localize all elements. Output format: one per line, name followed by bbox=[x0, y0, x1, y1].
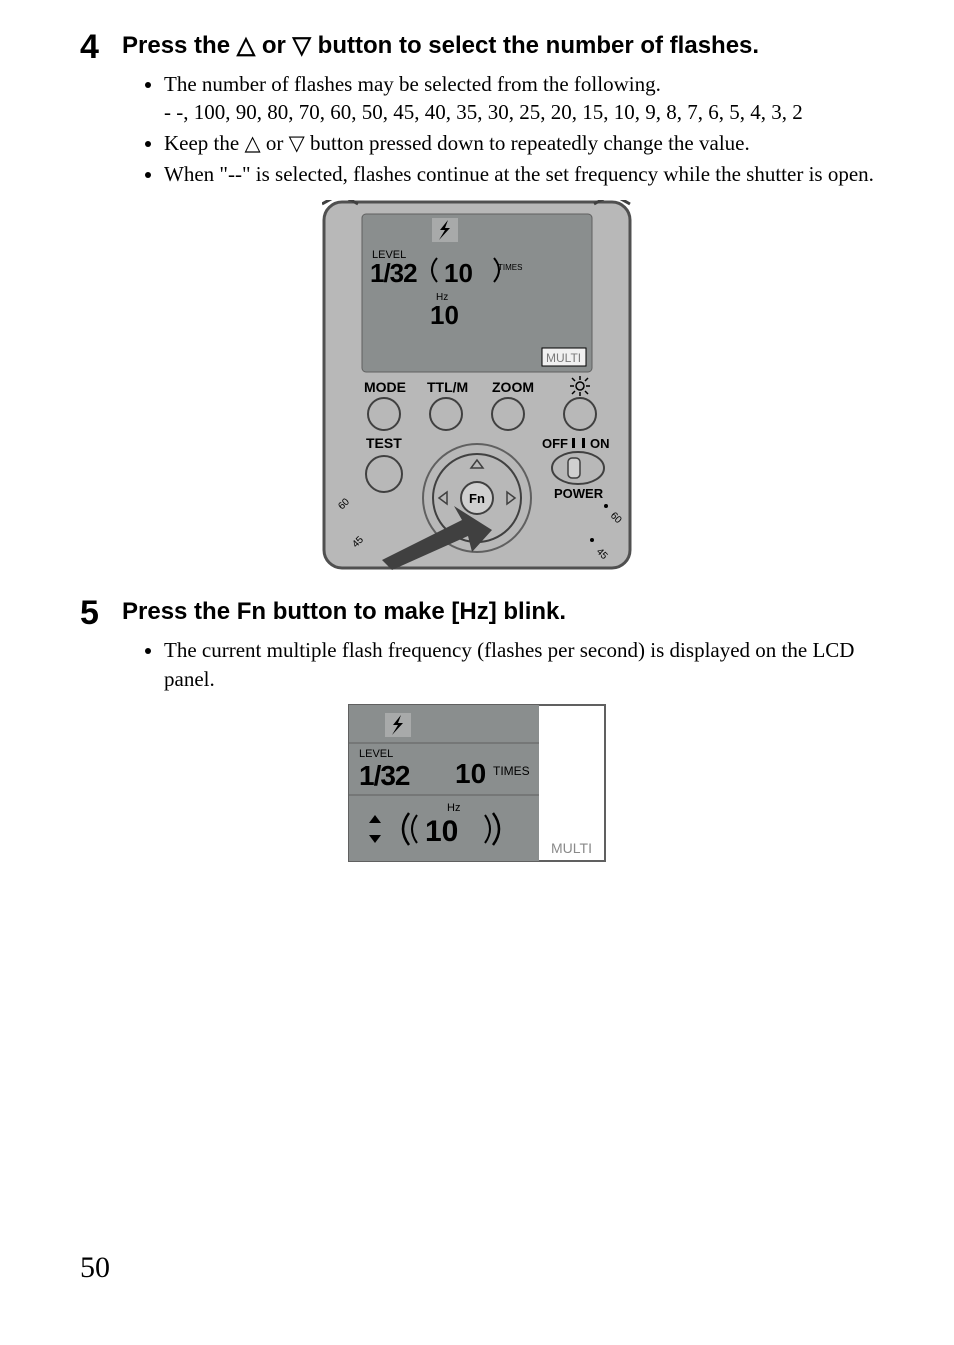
mode-label: MODE bbox=[364, 379, 406, 395]
step-4-bullets: The number of flashes may be selected fr… bbox=[122, 70, 874, 188]
lcd2-level-label: LEVEL bbox=[359, 748, 393, 760]
lcd-level-value: 1/32 bbox=[370, 258, 417, 288]
step4-title-pre: Press the bbox=[122, 32, 237, 59]
step-4: 4 Press the △ or ▽ button to select the … bbox=[80, 30, 874, 64]
ttlm-button[interactable] bbox=[430, 398, 462, 430]
on-label: ON bbox=[590, 436, 610, 451]
step-5: 5 Press the Fn button to make [Hz] blink… bbox=[80, 596, 874, 630]
step4-b2-pre: Keep the bbox=[164, 131, 244, 155]
step4-bullet1: The number of flashes may be selected fr… bbox=[164, 70, 874, 127]
step-5-title: Press the Fn button to make [Hz] blink. bbox=[122, 596, 874, 628]
zoom-label: ZOOM bbox=[492, 379, 534, 395]
triangle-down-icon: ▽ bbox=[289, 132, 305, 155]
step4-bullet3: When "--" is selected, flashes continue … bbox=[164, 160, 874, 188]
test-button[interactable] bbox=[366, 456, 402, 492]
off-label: OFF bbox=[542, 436, 568, 451]
lcd-times-value: 10 bbox=[444, 258, 473, 288]
triangle-up-icon: △ bbox=[244, 132, 260, 155]
mode-button[interactable] bbox=[368, 398, 400, 430]
step4-bullet1-sub: - -, 100, 90, 80, 70, 60, 50, 45, 40, 35… bbox=[164, 98, 874, 126]
lcd-multi-label: MULTI bbox=[546, 351, 581, 365]
step4-b2-mid: or bbox=[261, 131, 289, 155]
step4-title-mid: or bbox=[255, 32, 292, 59]
lcd-illustration: LEVEL 1/32 10 TIMES Hz 10 MULTI bbox=[347, 703, 607, 863]
step-number-5: 5 bbox=[80, 596, 122, 630]
step-5-bullets: The current multiple flash frequency (fl… bbox=[122, 636, 874, 693]
light-button[interactable] bbox=[564, 398, 596, 430]
step4-title-post: button to select the number of flashes. bbox=[311, 32, 759, 59]
step4-b2-post: button pressed down to repeatedly change… bbox=[305, 131, 750, 155]
device-illustration: LEVEL 1/32 10 TIMES Hz 10 MULTI MODE TTL… bbox=[322, 200, 632, 570]
triangle-up-icon: △ bbox=[237, 32, 255, 59]
power-label: POWER bbox=[554, 486, 604, 501]
fn-label: Fn bbox=[469, 491, 485, 506]
lcd2-times-value: 10 bbox=[455, 758, 486, 789]
page-number: 50 bbox=[80, 1251, 110, 1285]
lcd-times-label: TIMES bbox=[498, 263, 522, 272]
lcd2-times-label: TIMES bbox=[493, 764, 530, 778]
power-switch[interactable] bbox=[552, 452, 604, 484]
step4-bullet2: Keep the △ or ▽ button pressed down to r… bbox=[164, 129, 874, 158]
lcd-hz-value: 10 bbox=[430, 300, 459, 330]
step-number-4: 4 bbox=[80, 30, 122, 64]
ttlm-label: TTL/M bbox=[427, 379, 468, 395]
step5-bullet1: The current multiple flash frequency (fl… bbox=[164, 636, 874, 693]
step4-bullet1-text: The number of flashes may be selected fr… bbox=[164, 72, 661, 96]
triangle-down-icon: ▽ bbox=[293, 32, 311, 59]
step-4-title: Press the △ or ▽ button to select the nu… bbox=[122, 30, 874, 62]
test-label: TEST bbox=[366, 435, 402, 451]
lcd2-hz-label: Hz bbox=[447, 802, 460, 814]
zoom-button[interactable] bbox=[492, 398, 524, 430]
lcd2-hz-value: 10 bbox=[425, 815, 458, 848]
lcd2-multi-label: MULTI bbox=[551, 840, 592, 856]
lcd2-level-value: 1/32 bbox=[359, 760, 410, 791]
